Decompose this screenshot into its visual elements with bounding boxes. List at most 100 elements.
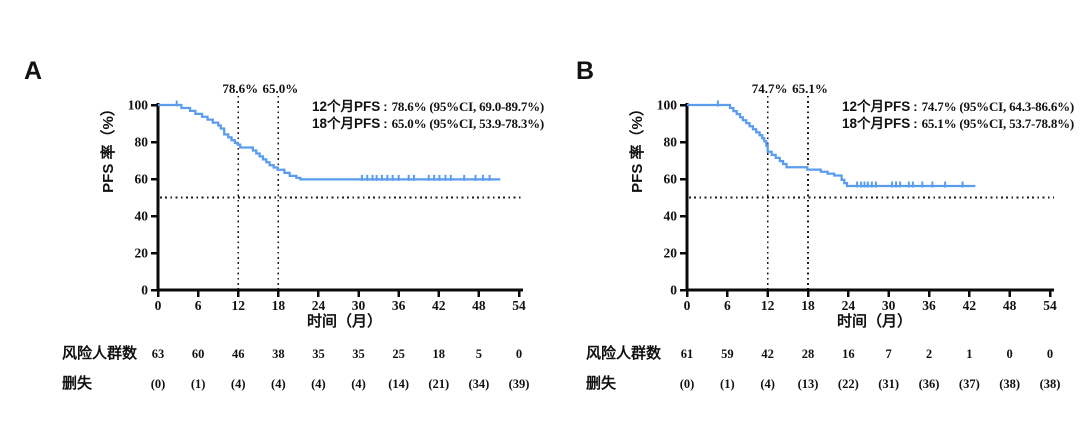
- annotation-label: 18个月PFS: [842, 116, 911, 131]
- y-tick-label: 60: [664, 172, 678, 187]
- risk-row-label: 删失: [586, 374, 617, 392]
- risk-count: 46: [232, 347, 245, 361]
- x-tick-label: 18: [801, 298, 815, 313]
- x-tick-label: 0: [155, 298, 162, 313]
- y-tick-label: 60: [135, 172, 149, 187]
- risk-censored: (21): [428, 377, 449, 391]
- x-tick-label: 24: [312, 298, 326, 313]
- y-tick-label: 100: [657, 98, 678, 113]
- risk-count: 5: [476, 347, 482, 361]
- risk-count: 7: [886, 347, 892, 361]
- x-tick-label: 36: [392, 298, 406, 313]
- risk-count: 0: [516, 347, 522, 361]
- annotation-line: 12个月PFS:78.6% (95%CI, 69.0-89.7%): [312, 98, 544, 115]
- x-tick-label: 48: [1003, 298, 1017, 313]
- panel-b-annotation: 12个月PFS:74.7% (95%CI, 64.3-86.6%) 18个月PF…: [842, 98, 1074, 132]
- x-tick-label: 54: [512, 298, 526, 313]
- x-tick-label: 6: [195, 298, 202, 313]
- km-curve: [687, 103, 976, 188]
- landmark-label: 65.1%: [792, 81, 828, 96]
- y-tick-label: 80: [664, 135, 678, 150]
- risk-row-label: 风险人群数: [62, 344, 138, 362]
- risk-count: 16: [842, 347, 855, 361]
- annotation-colon: :: [383, 116, 388, 131]
- risk-count: 35: [312, 347, 325, 361]
- landmark-label: 78.6%: [222, 81, 258, 96]
- y-tick-label: 0: [141, 283, 148, 298]
- x-axis-title: 时间（月）: [307, 312, 382, 330]
- risk-count: 63: [152, 347, 165, 361]
- x-tick-label: 24: [842, 298, 856, 313]
- panel-a-annotation: 12个月PFS:78.6% (95%CI, 69.0-89.7%) 18个月PF…: [312, 98, 544, 132]
- x-tick-label: 12: [231, 298, 245, 313]
- annotation-colon: :: [383, 99, 388, 114]
- risk-censored: (4): [311, 377, 326, 391]
- risk-count: 61: [681, 347, 694, 361]
- y-tick-label: 100: [128, 98, 149, 113]
- risk-count: 0: [1007, 347, 1013, 361]
- annotation-colon: :: [913, 99, 918, 114]
- x-tick-label: 36: [922, 298, 936, 313]
- x-tick-label: 54: [1043, 298, 1057, 313]
- risk-count: 18: [433, 347, 446, 361]
- risk-censored: (4): [231, 377, 246, 391]
- landmark-label: 74.7%: [752, 81, 788, 96]
- annotation-line: 18个月PFS:65.1% (95%CI, 53.7-78.8%): [842, 115, 1074, 132]
- annotation-colon: :: [913, 116, 918, 131]
- risk-censored: (1): [720, 377, 735, 391]
- risk-censored: (37): [959, 377, 980, 391]
- x-tick-label: 0: [684, 298, 691, 313]
- risk-censored: (34): [468, 377, 489, 391]
- risk-count: 42: [761, 347, 774, 361]
- risk-censored: (4): [351, 377, 366, 391]
- y-tick-label: 80: [135, 135, 149, 150]
- landmark-label: 65.0%: [262, 81, 298, 96]
- risk-count: 38: [272, 347, 285, 361]
- risk-count: 28: [802, 347, 815, 361]
- risk-censored: (36): [919, 377, 940, 391]
- annotation-label: 18个月PFS: [312, 116, 381, 131]
- risk-count: 60: [192, 347, 205, 361]
- annotation-label: 12个月PFS: [312, 99, 381, 114]
- risk-count: 59: [721, 347, 734, 361]
- risk-count: 2: [926, 347, 932, 361]
- panel-a-letter: A: [24, 57, 43, 85]
- annotation-value: 65.0% (95%CI, 53.9-78.3%): [391, 116, 545, 131]
- y-tick-label: 0: [670, 283, 677, 298]
- x-tick-label: 48: [472, 298, 486, 313]
- risk-censored: (39): [509, 377, 530, 391]
- risk-count: 35: [352, 347, 365, 361]
- annotation-label: 12个月PFS: [842, 99, 911, 114]
- risk-row-label: 风险人群数: [586, 344, 662, 362]
- risk-count: 1: [966, 347, 972, 361]
- panel-b-letter: B: [576, 57, 595, 85]
- risk-censored: (38): [999, 377, 1020, 391]
- risk-censored: (31): [878, 377, 899, 391]
- y-tick-label: 40: [664, 209, 678, 224]
- risk-censored: (4): [760, 377, 775, 391]
- km-curve: [158, 103, 501, 181]
- annotation-value: 78.6% (95%CI, 69.0-89.7%): [391, 99, 545, 114]
- annotation-value: 74.7% (95%CI, 64.3-86.6%): [921, 99, 1075, 114]
- x-tick-label: 6: [724, 298, 731, 313]
- risk-censored: (1): [191, 377, 206, 391]
- risk-censored: (0): [680, 377, 695, 391]
- x-tick-label: 42: [963, 298, 977, 313]
- x-axis-title: 时间（月）: [837, 312, 912, 330]
- x-tick-label: 18: [272, 298, 286, 313]
- risk-censored: (22): [838, 377, 859, 391]
- risk-censored: (0): [151, 377, 166, 391]
- x-tick-label: 30: [352, 298, 366, 313]
- risk-count: 25: [392, 347, 405, 361]
- y-tick-label: 40: [135, 209, 149, 224]
- risk-censored: (38): [1040, 377, 1061, 391]
- risk-censored: (4): [271, 377, 286, 391]
- annotation-line: 18个月PFS:65.0% (95%CI, 53.9-78.3%): [312, 115, 544, 132]
- y-tick-label: 20: [664, 246, 678, 261]
- annotation-value: 65.1% (95%CI, 53.7-78.8%): [921, 116, 1075, 131]
- risk-censored: (13): [798, 377, 819, 391]
- risk-count: 0: [1047, 347, 1053, 361]
- risk-censored: (14): [388, 377, 409, 391]
